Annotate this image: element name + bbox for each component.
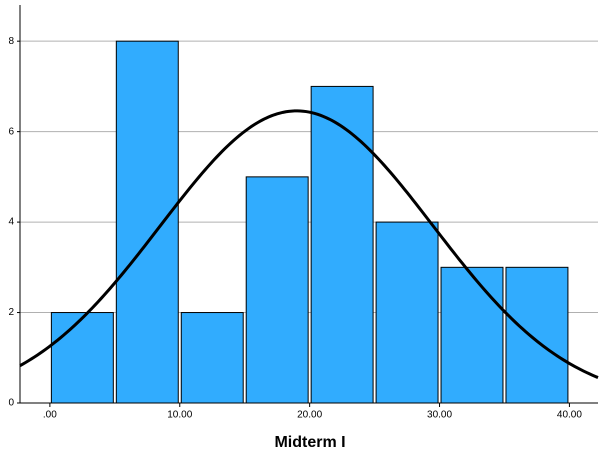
x-tick-label: 20.00: [297, 410, 322, 421]
normal-curve: [19, 109, 599, 379]
y-tick-label: 4: [8, 217, 14, 228]
bar: [50, 312, 114, 404]
x-tick-label: .00: [43, 410, 57, 421]
bar: [310, 85, 374, 404]
bar: [375, 221, 439, 404]
x-tick-label: 10.00: [167, 410, 192, 421]
y-tick-label: 0: [8, 398, 14, 409]
x-tick-label: 40.00: [557, 410, 582, 421]
y-tick-label: 2: [8, 307, 14, 318]
bar: [440, 266, 504, 404]
bar: [180, 312, 244, 404]
bar: [115, 40, 179, 404]
bar: [245, 176, 309, 404]
y-tick-label: 8: [8, 36, 14, 47]
x-axis-title: Midterm I: [274, 434, 345, 451]
x-tick-label: 30.00: [427, 410, 452, 421]
bar: [505, 266, 569, 404]
y-tick-label: 6: [8, 126, 14, 137]
